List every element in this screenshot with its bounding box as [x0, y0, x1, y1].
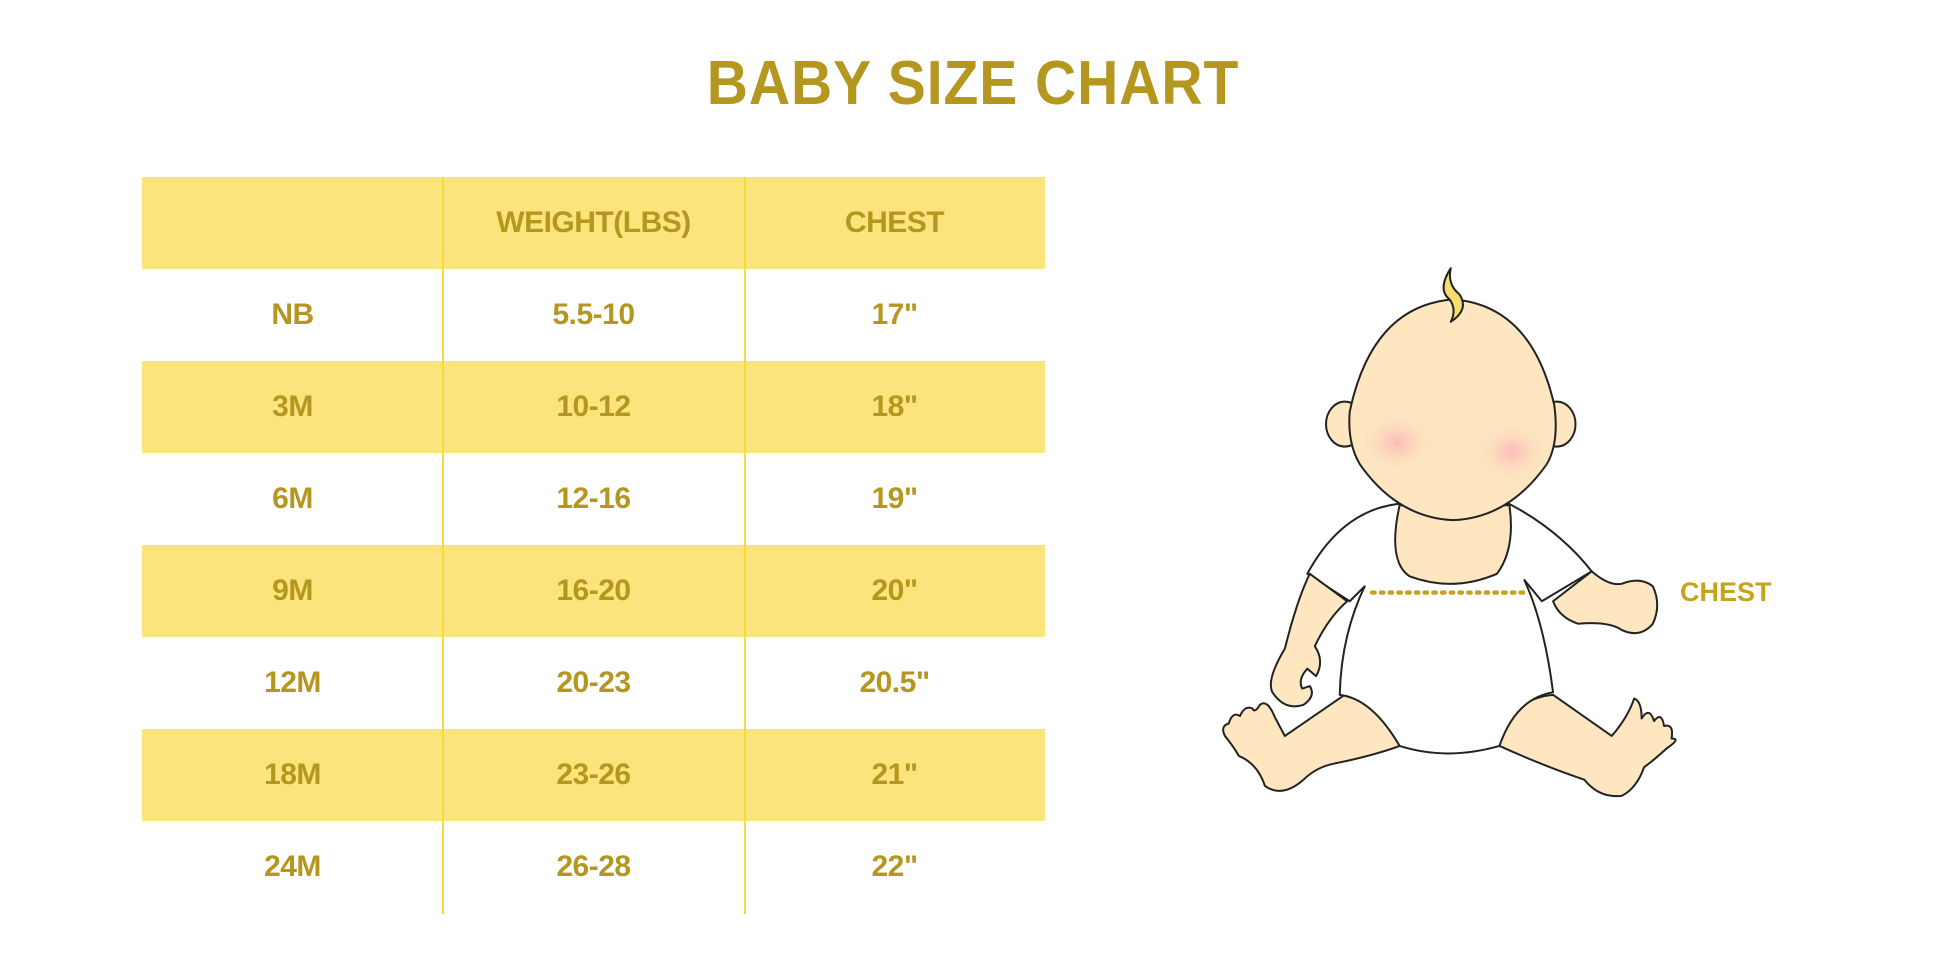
right-foot: [1498, 693, 1677, 798]
page-title: BABY SIZE CHART: [706, 49, 1240, 118]
cell-weight: 26-28: [556, 850, 631, 883]
head: [1348, 298, 1557, 522]
right-cheek: [1471, 419, 1552, 485]
cell-chest: 22": [871, 850, 918, 883]
neck: [1394, 504, 1512, 585]
cell-weight: 10-12: [556, 390, 631, 423]
column-divider: [744, 177, 746, 914]
table-row: 9M 16-20 20": [142, 545, 1045, 637]
cell-chest: 20.5": [859, 666, 930, 699]
left-cheek: [1357, 410, 1438, 476]
cell-weight: 20-23: [556, 666, 631, 699]
left-foot: [1222, 693, 1401, 792]
cell-chest: 20": [871, 574, 918, 607]
cell-size: 12M: [264, 666, 321, 699]
cell-weight: 5.5-10: [552, 298, 635, 331]
cell-weight: 16-20: [556, 574, 631, 607]
table-row: 24M 26-28 22": [142, 821, 1045, 913]
cell-chest: 18": [871, 390, 918, 423]
size-table: WEIGHT(LBS) CHEST NB 5.5-10 17" 3M 10-12…: [142, 177, 1045, 913]
table-header-row: WEIGHT(LBS) CHEST: [142, 177, 1045, 269]
cell-size: 18M: [264, 758, 321, 791]
cell-chest: 19": [871, 482, 918, 515]
onesie: [1306, 502, 1593, 755]
column-divider: [442, 177, 444, 914]
table-row: 3M 10-12 18": [142, 361, 1045, 453]
cell-weight: 12-16: [556, 482, 631, 515]
cell-size: 24M: [264, 850, 321, 883]
cell-weight: 23-26: [556, 758, 631, 791]
cell-size: 3M: [272, 390, 313, 423]
header-chest: CHEST: [844, 206, 945, 239]
right-arm: [1552, 570, 1659, 635]
hair-curl: [1442, 267, 1464, 323]
table-row: 12M 20-23 20.5": [142, 637, 1045, 729]
cell-chest: 21": [871, 758, 918, 791]
table-row: 6M 12-16 19": [142, 453, 1045, 545]
table-row: 18M 23-26 21": [142, 729, 1045, 821]
table-row: NB 5.5-10 17": [142, 269, 1045, 361]
cell-size: 6M: [272, 482, 313, 515]
header-weight: WEIGHT(LBS): [496, 206, 691, 239]
cell-chest: 17": [871, 298, 918, 331]
left-arm: [1269, 572, 1349, 708]
cell-size: NB: [271, 298, 314, 331]
cell-size: 9M: [272, 574, 313, 607]
chest-label: CHEST: [1680, 577, 1772, 607]
